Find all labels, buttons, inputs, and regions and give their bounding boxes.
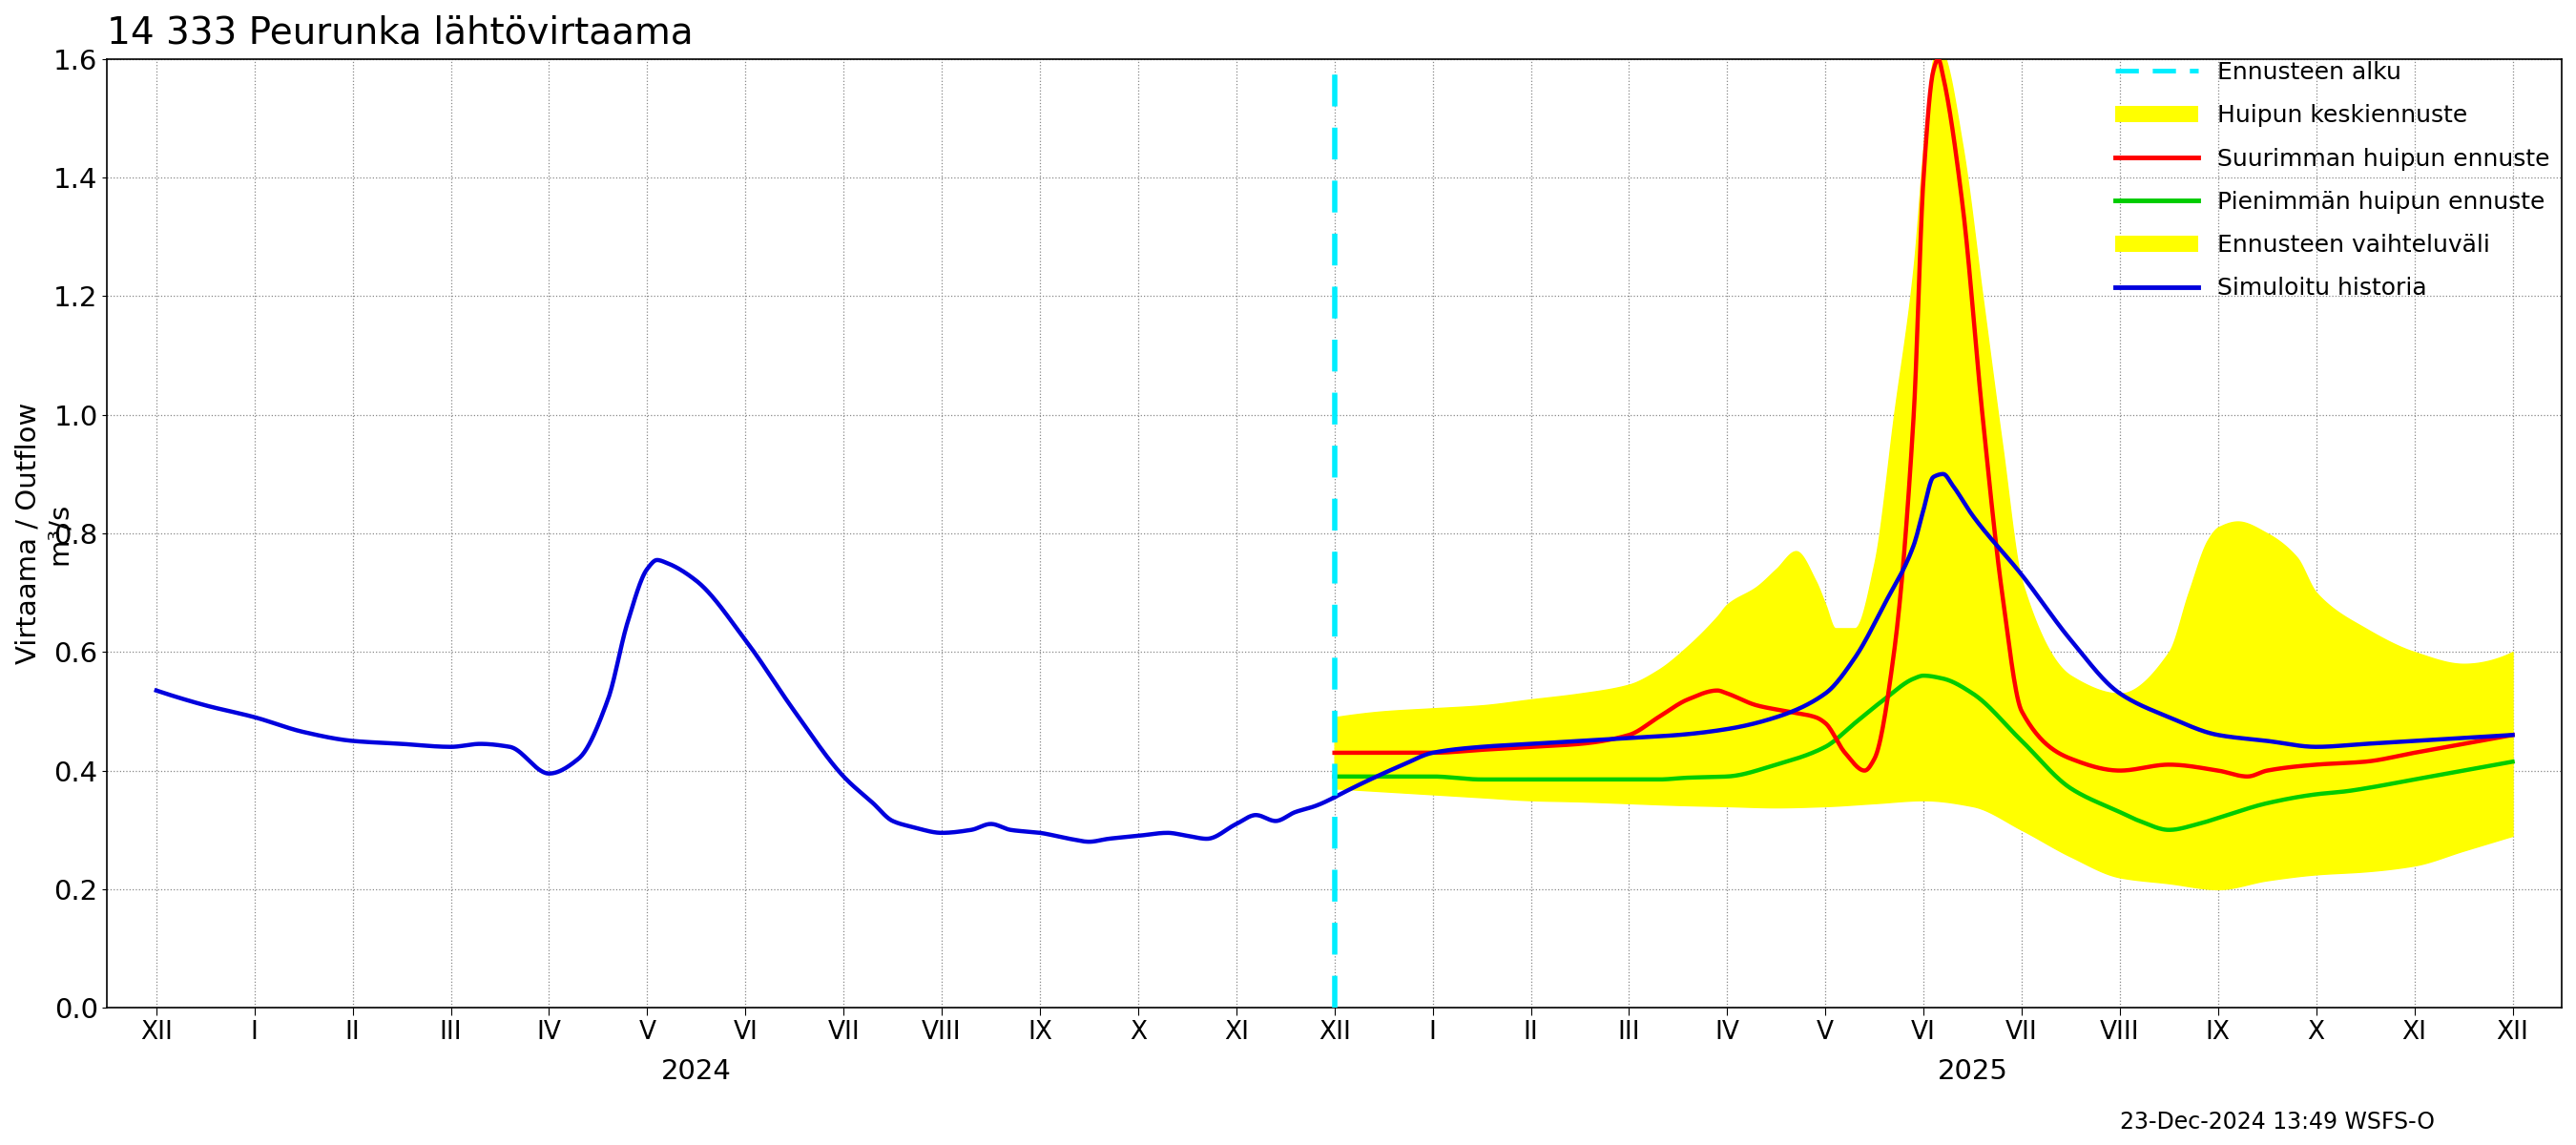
Text: 2024: 2024 (662, 1058, 732, 1085)
Text: 2025: 2025 (1937, 1058, 2007, 1085)
Text: 14 333 Peurunka lähtövirtaama: 14 333 Peurunka lähtövirtaama (108, 14, 693, 50)
Legend: Ennusteen alku, Huipun keskiennuste, Suurimman huipun ennuste, Pienimmän huipun : Ennusteen alku, Huipun keskiennuste, Suu… (2115, 62, 2550, 300)
Y-axis label: Virtaama / Outflow
m³/s: Virtaama / Outflow m³/s (15, 402, 72, 664)
Text: 23-Dec-2024 13:49 WSFS-O: 23-Dec-2024 13:49 WSFS-O (2120, 1111, 2434, 1134)
